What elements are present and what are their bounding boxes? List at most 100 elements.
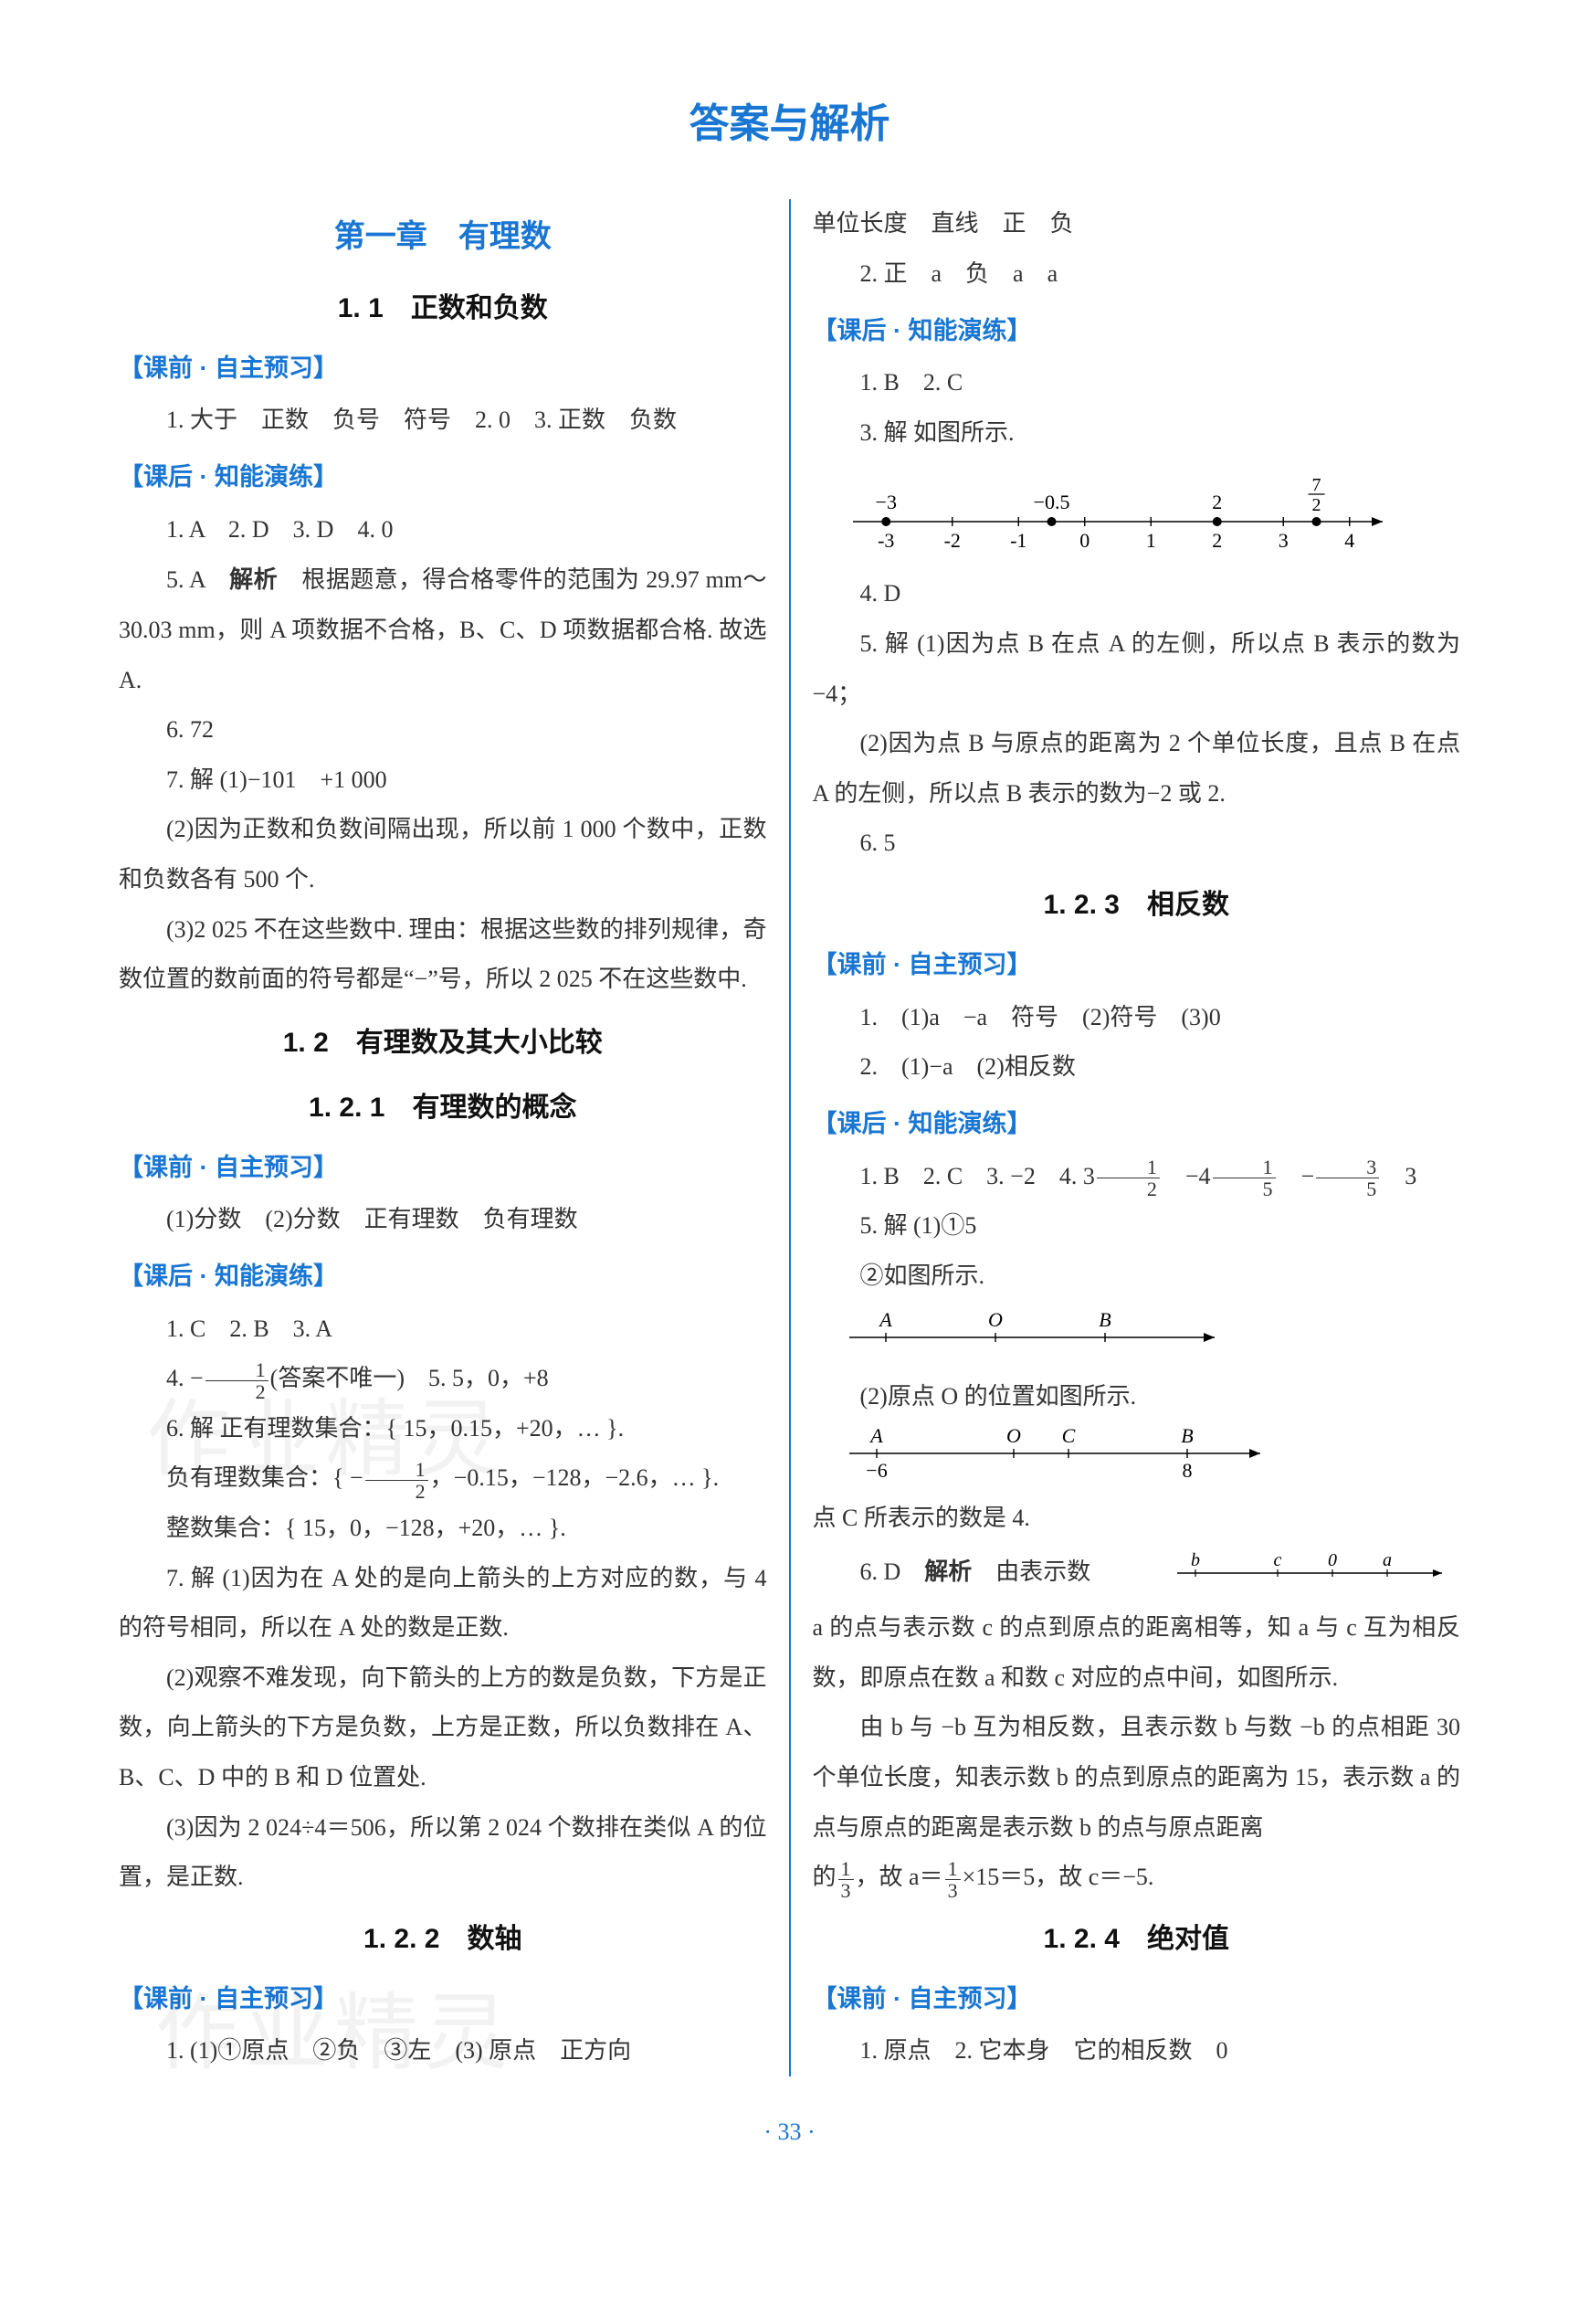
svg-text:−6: −6 xyxy=(866,1459,887,1482)
text: 6. D xyxy=(860,1558,925,1584)
text: 1. B 2. C 3. −2 4. 312 −415 −35 3 xyxy=(813,1152,1461,1202)
label-post: 【课后 · 知能演练】 xyxy=(813,1098,1461,1150)
left-column: 第一章 有理数 1. 1 正数和负数 【课前 · 自主预习】 1. 大于 正数 … xyxy=(119,199,791,2076)
svg-text:O: O xyxy=(1006,1426,1021,1447)
number-line-svg: AOCB−68 xyxy=(831,1426,1297,1490)
svg-text:b: b xyxy=(1191,1550,1200,1570)
label-pre: 【课前 · 自主预习】 xyxy=(119,1142,767,1194)
text: 1. B 2. C 3. −2 4. 3 xyxy=(860,1163,1095,1189)
svg-text:-1: -1 xyxy=(1010,529,1026,552)
text: 3 xyxy=(1381,1163,1416,1189)
section-1-1: 1. 1 正数和负数 xyxy=(119,280,767,337)
svg-text:1: 1 xyxy=(1145,529,1155,552)
section-1-2-1: 1. 2. 1 有理数的概念 xyxy=(119,1079,767,1136)
text: 负有理数集合：{ − xyxy=(166,1464,363,1491)
number-line-svg: AOB xyxy=(831,1305,1251,1359)
text: 由表示数 xyxy=(972,1558,1114,1584)
svg-text:c: c xyxy=(1273,1550,1281,1570)
svg-text:8: 8 xyxy=(1182,1459,1192,1482)
number-line-1: -3-2-101234−3−0.5272 xyxy=(826,465,1461,565)
svg-text:A: A xyxy=(878,1308,892,1331)
text: 3. 解 如图所示. xyxy=(813,408,1461,459)
label-post: 【课后 · 知能演练】 xyxy=(813,305,1461,357)
text: 5. A xyxy=(166,566,229,593)
text: ×15＝5，故 c＝−5. xyxy=(963,1864,1154,1890)
page: 答案与解析 第一章 有理数 1. 1 正数和负数 【课前 · 自主预习】 1. … xyxy=(0,0,1579,2213)
label-pre: 【课前 · 自主预习】 xyxy=(119,1973,767,2025)
frac-den: 3 xyxy=(838,1880,854,1901)
page-number: · 33 · xyxy=(119,2107,1460,2158)
svg-text:-2: -2 xyxy=(943,529,960,552)
text: (答案不唯一) 5. 5，0，+8 xyxy=(270,1365,549,1391)
text: (2)观察不难发现，向下箭头的上方的数是负数，下方是正数，向上箭头的下方是负数，… xyxy=(119,1653,767,1803)
fraction: 12 xyxy=(204,1359,270,1402)
text: 的13，故 a＝13×15＝5，故 c＝−5. xyxy=(813,1853,1461,1903)
text: 1. B 2. C xyxy=(813,358,1461,408)
svg-text:0: 0 xyxy=(1328,1550,1337,1570)
text: 负有理数集合：{ −12，−0.15，−128，−2.6，… }. xyxy=(119,1453,767,1504)
text: 由 b 与 −b 互为相反数，且表示数 b 与数 −b 的点相距 30 个单位长… xyxy=(813,1703,1461,1853)
section-1-2: 1. 2 有理数及其大小比较 xyxy=(119,1014,767,1072)
svg-text:4: 4 xyxy=(1344,529,1354,552)
label-bold: 解析 xyxy=(229,565,278,593)
text: 4. −12(答案不唯一) 5. 5，0，+8 xyxy=(119,1354,767,1404)
svg-text:2: 2 xyxy=(1212,529,1222,552)
frac-den: 2 xyxy=(205,1381,268,1402)
frac-den: 5 xyxy=(1316,1178,1379,1199)
text: 4. − xyxy=(166,1365,204,1391)
text: 7. 解 (1)因为在 A 处的是向上箭头的上方对应的数，与 4 的符号相同，所… xyxy=(119,1554,767,1653)
svg-text:O: O xyxy=(988,1308,1003,1331)
frac-num: 1 xyxy=(838,1858,854,1880)
text: 的 xyxy=(813,1864,837,1890)
svg-text:2: 2 xyxy=(1311,495,1321,515)
frac-den: 5 xyxy=(1213,1178,1276,1199)
text: 1. C 2. B 3. A xyxy=(119,1305,767,1355)
svg-text:−3: −3 xyxy=(875,491,896,513)
fraction: 12 xyxy=(363,1459,430,1502)
label-post: 【课后 · 知能演练】 xyxy=(119,1251,767,1303)
text: 6. 5 xyxy=(813,819,1461,869)
label-pre: 【课前 · 自主预习】 xyxy=(119,343,767,395)
text: 1. (1)①原点 ②负 ③左 (3) 原点 正方向 xyxy=(119,2026,767,2076)
columns: 第一章 有理数 1. 1 正数和负数 【课前 · 自主预习】 1. 大于 正数 … xyxy=(119,199,1460,2076)
fraction: 13 xyxy=(943,1858,963,1901)
text: (1)分数 (2)分数 正有理数 负有理数 xyxy=(119,1195,767,1245)
text: 4. D xyxy=(813,569,1461,619)
svg-text:-3: -3 xyxy=(878,529,894,552)
label-post: 【课后 · 知能演练】 xyxy=(119,451,767,503)
text: 1. 大于 正数 负号 符号 2. 0 3. 正数 负数 xyxy=(119,396,767,446)
svg-text:0: 0 xyxy=(1079,529,1090,552)
text: 6. D 解析 由表示数 b c 0 a xyxy=(813,1544,1461,1604)
text: a 的点与表示数 c 的点到原点的距离相等，知 a 与 c 互为相反数，即原点在… xyxy=(813,1603,1461,1703)
fraction: 12 xyxy=(1095,1157,1162,1199)
chapter-title: 第一章 有理数 xyxy=(119,205,767,269)
text: 2. 正 a 负 a a xyxy=(813,249,1461,300)
text: 1. (1)a −a 符号 (2)符号 (3)0 xyxy=(813,993,1461,1043)
text: −4 xyxy=(1162,1163,1211,1189)
frac-den: 2 xyxy=(365,1481,428,1502)
svg-text:a: a xyxy=(1383,1550,1392,1570)
number-line-svg: -3-2-101234−3−0.5272 xyxy=(826,465,1410,565)
svg-text:C: C xyxy=(1061,1426,1075,1447)
svg-text:3: 3 xyxy=(1278,529,1288,552)
svg-text:7: 7 xyxy=(1311,475,1321,495)
main-title: 答案与解析 xyxy=(119,82,1460,166)
text: 5. A 解析 根据题意，得合格零件的范围为 29.97 mm～30.03 mm… xyxy=(119,555,767,705)
svg-text:2: 2 xyxy=(1212,491,1222,513)
text: 6. 解 正有理数集合：{ 15，0.15，+20，… }. xyxy=(119,1404,767,1454)
text: (3)2 025 不在这些数中. 理由：根据这些数的排列规律，奇数位置的数前面的… xyxy=(119,905,767,1005)
text: 5. 解 (1)因为点 B 在点 A 的左侧，所以点 B 表示的数为−4； xyxy=(813,619,1461,719)
svg-text:B: B xyxy=(1181,1426,1193,1447)
section-1-2-2: 1. 2. 2 数轴 xyxy=(119,1910,767,1968)
number-line-4: b c 0 a xyxy=(1121,1544,1460,1604)
label-bold: 解析 xyxy=(924,1557,972,1584)
text: ②如图所示. xyxy=(813,1252,1461,1302)
frac-num: 1 xyxy=(945,1858,961,1880)
text: 1. 原点 2. 它本身 它的相反数 0 xyxy=(813,2026,1461,2076)
frac-num: 1 xyxy=(1097,1157,1160,1178)
frac-num: 1 xyxy=(1213,1157,1276,1178)
text: (2)因为正数和负数间隔出现，所以前 1 000 个数中，正数和负数各有 500… xyxy=(119,805,767,904)
number-line-3: AOCB−68 xyxy=(831,1426,1461,1490)
fraction: 15 xyxy=(1211,1157,1278,1199)
section-1-2-3: 1. 2. 3 相反数 xyxy=(813,876,1461,934)
